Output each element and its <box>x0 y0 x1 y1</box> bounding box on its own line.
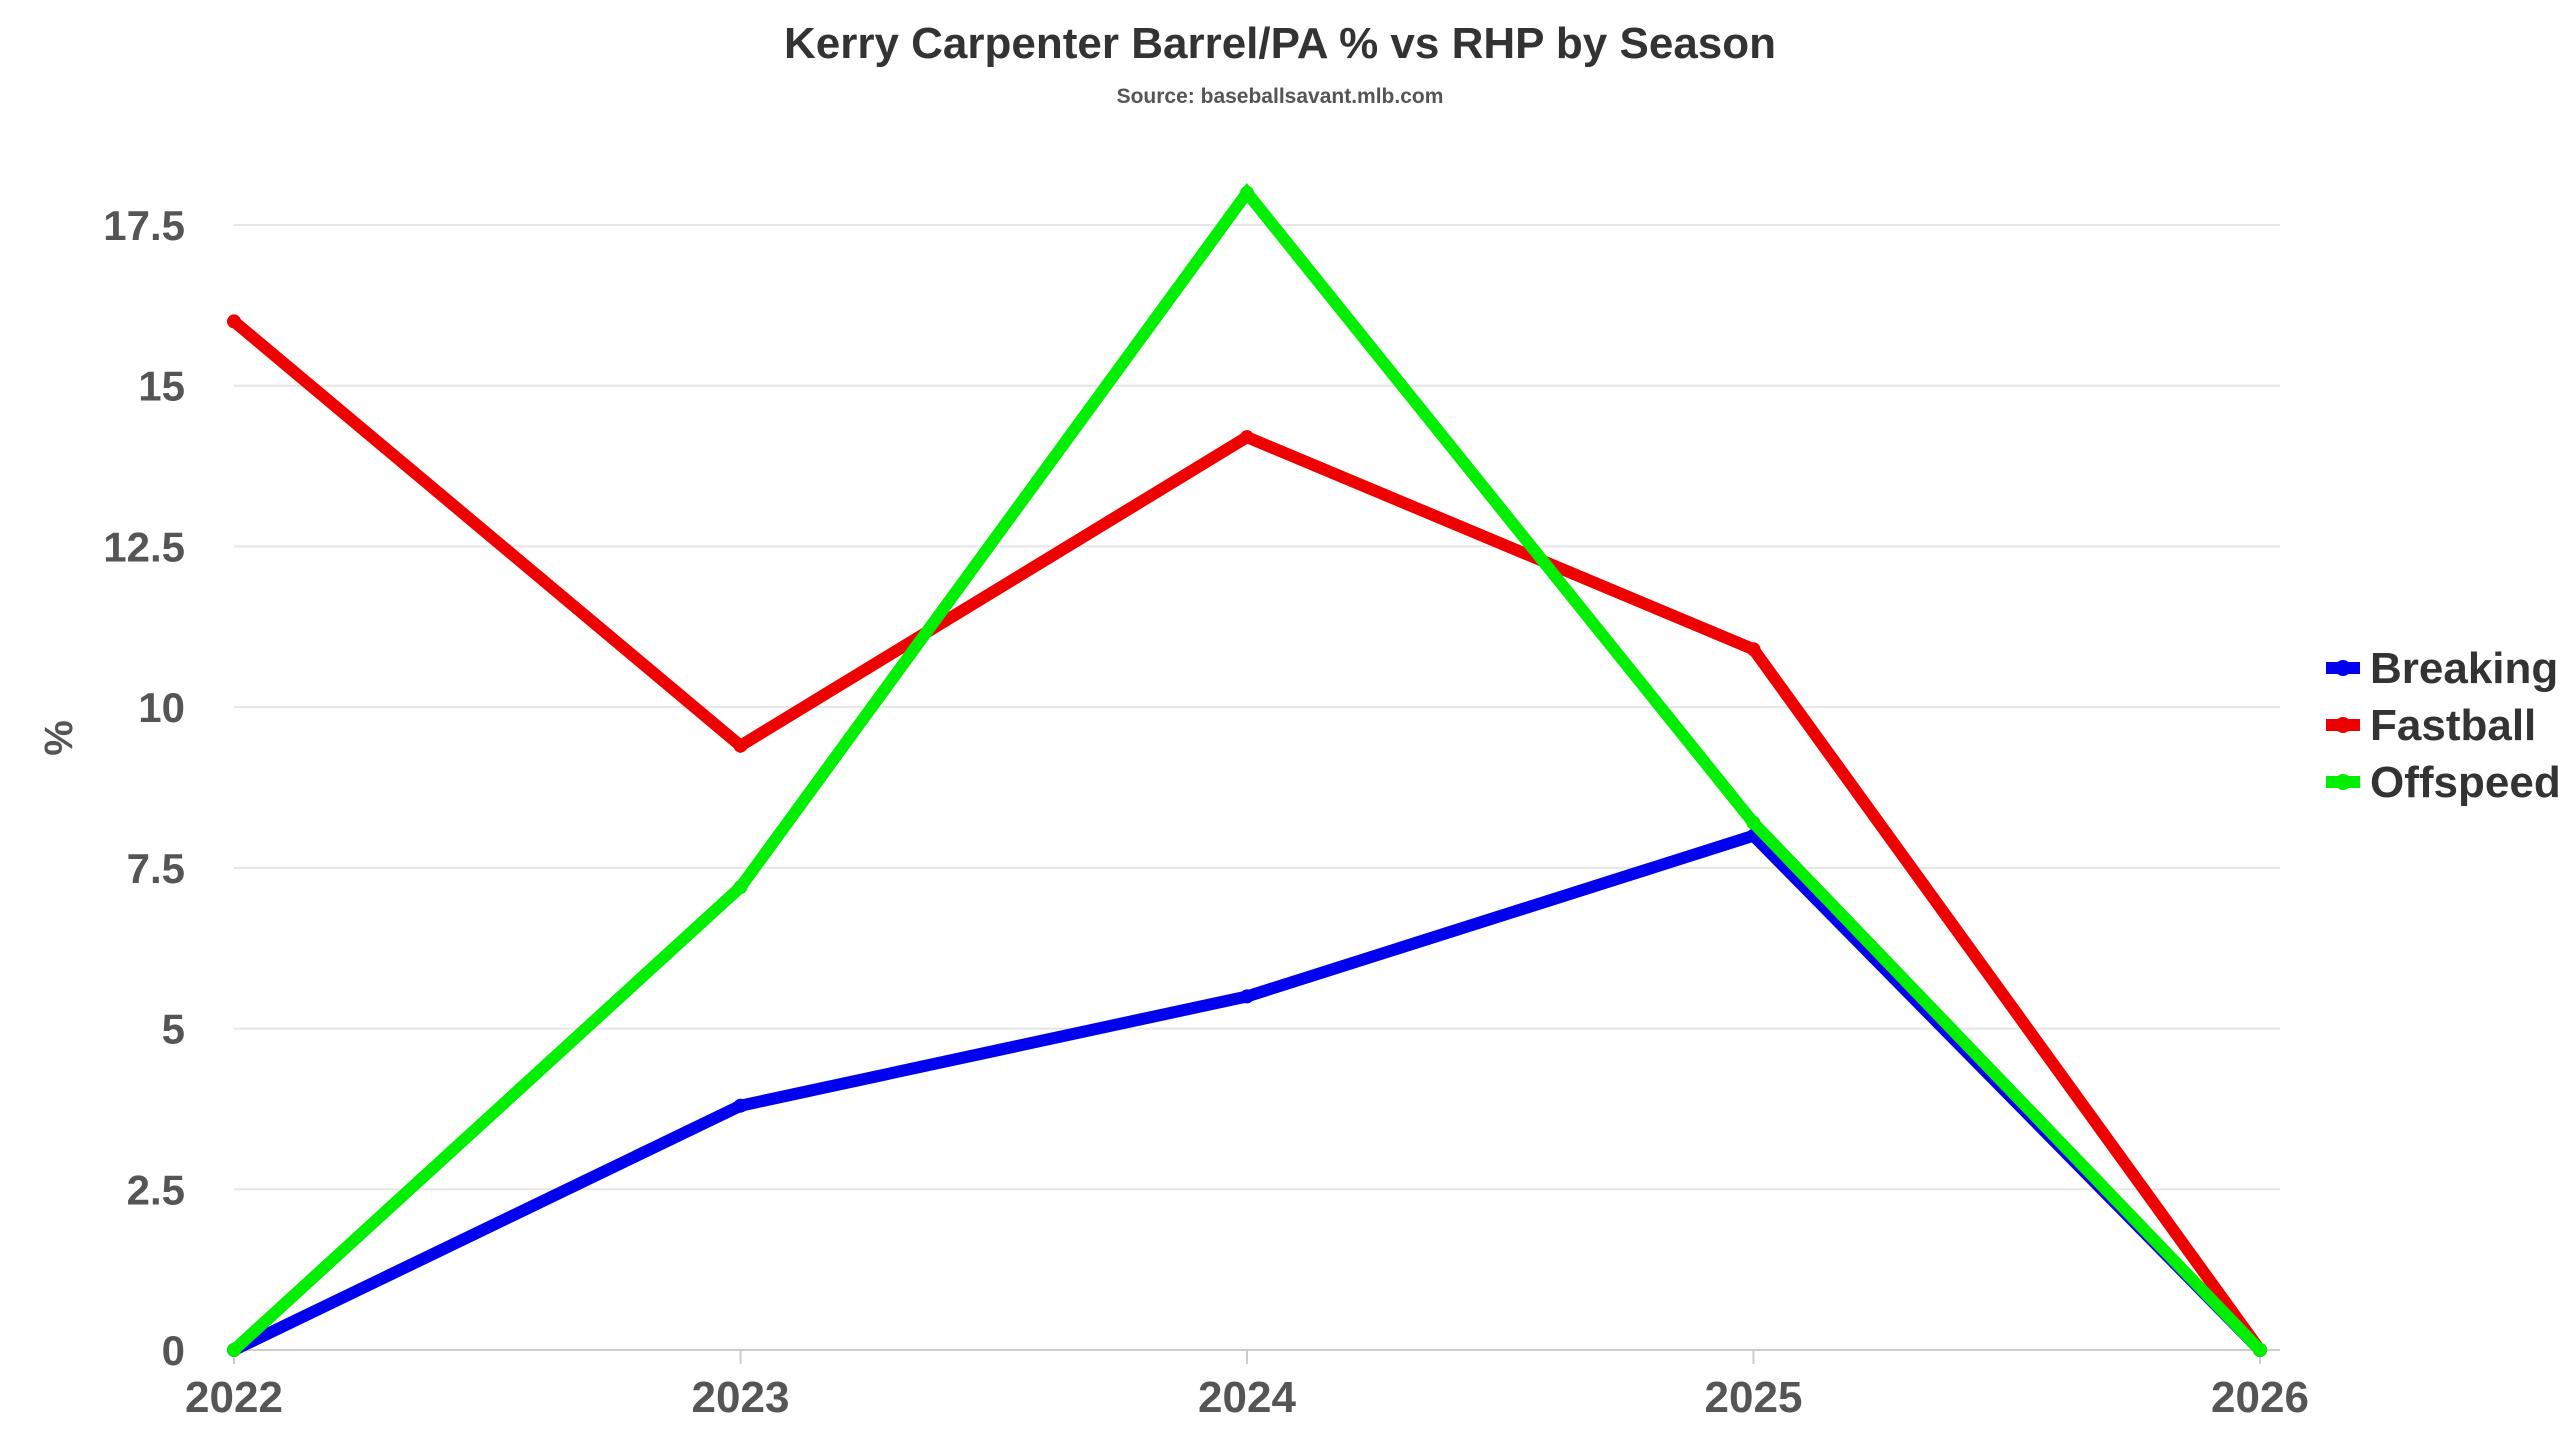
x-tick-label: 2026 <box>2211 1373 2309 1422</box>
x-tick-label: 2025 <box>1705 1373 1803 1422</box>
legend-label-breaking[interactable]: Breaking <box>2370 644 2558 693</box>
data-point-fastball <box>1746 642 1761 657</box>
grid-lines <box>234 224 2280 1351</box>
legend-label-fastball[interactable]: Fastball <box>2370 701 2536 750</box>
y-axis-ticks: 0 2.5 5 7.5 10 12.5 15 17.5 <box>103 202 185 1374</box>
series-line-offspeed <box>228 182 2266 1356</box>
data-point-fastball <box>1240 430 1254 445</box>
y-tick-label: 12.5 <box>103 523 185 570</box>
y-tick-label: 15 <box>138 363 185 410</box>
data-point-fastball <box>227 314 241 329</box>
chart-title: Kerry Carpenter Barrel/PA % vs RHP by Se… <box>784 19 1776 68</box>
legend-marker-fastball <box>2335 717 2351 733</box>
y-tick-label: 2.5 <box>127 1166 185 1213</box>
legend-label-offspeed[interactable]: Offspeed <box>2370 758 2560 807</box>
data-point-breaking <box>733 1098 748 1113</box>
data-point-offspeed <box>2253 1343 2267 1357</box>
series-lines <box>227 182 2267 1357</box>
y-tick-label: 5 <box>162 1006 185 1053</box>
legend: Breaking Fastball Offspeed <box>2326 644 2560 807</box>
y-tick-label: 7.5 <box>127 845 185 892</box>
y-tick-label: 17.5 <box>103 202 185 249</box>
x-tick-label: 2022 <box>185 1373 283 1422</box>
data-point-breaking <box>1240 989 1254 1004</box>
series-line-breaking <box>228 828 2266 1356</box>
x-axis-ticks: 2022 2023 2024 2025 2026 <box>185 1350 2309 1422</box>
x-tick-label: 2024 <box>1198 1373 1296 1422</box>
legend-marker-offspeed <box>2335 774 2351 790</box>
legend-marker-breaking <box>2335 660 2351 676</box>
y-tick-label: 10 <box>138 684 185 731</box>
y-tick-label: 0 <box>162 1327 185 1374</box>
data-point-offspeed <box>733 880 748 895</box>
data-point-fastball <box>733 738 748 753</box>
series-line-fastball <box>228 315 2266 1356</box>
data-point-offspeed <box>1746 815 1761 830</box>
x-tick-label: 2023 <box>692 1373 790 1422</box>
data-point-offspeed <box>227 1343 241 1357</box>
chart-subtitle: Source: baseballsavant.mlb.com <box>1117 85 1444 108</box>
data-point-offspeed <box>1240 185 1254 200</box>
y-axis-label: % <box>37 720 81 756</box>
